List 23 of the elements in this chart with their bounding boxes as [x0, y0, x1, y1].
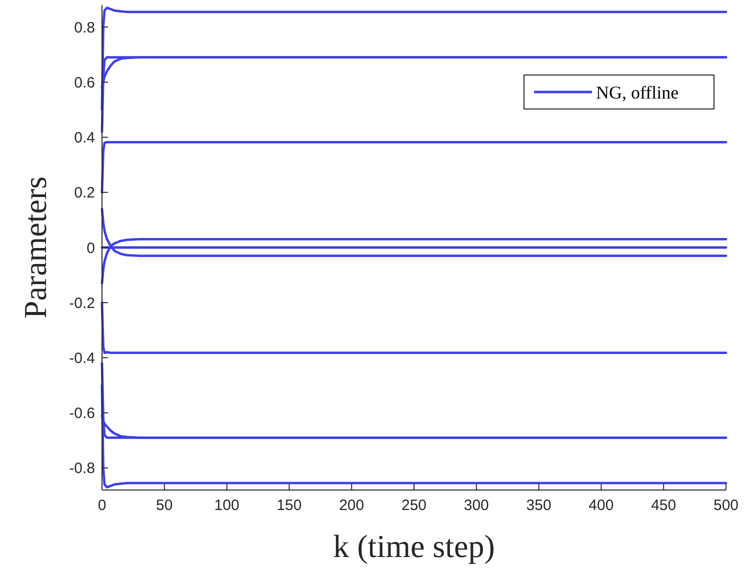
y-tick-label: -0.6: [69, 405, 95, 422]
x-tick-label: 500: [713, 497, 739, 514]
y-tick-label: 0.6: [74, 74, 95, 92]
x-tick-label: 250: [401, 497, 427, 514]
legend-label: NG, offline: [596, 82, 679, 102]
y-axis-title: Parameters: [17, 176, 53, 319]
y-tick-label: 0: [86, 240, 95, 257]
x-tick-label: 100: [214, 497, 240, 514]
x-tick-label: 400: [588, 497, 614, 514]
y-tick-label: 0.4: [74, 130, 95, 147]
x-tick-label: 450: [651, 497, 676, 514]
x-tick-label: 50: [156, 497, 173, 514]
y-tick-label: -0.4: [69, 350, 95, 367]
y-tick-label: -0.8: [69, 460, 95, 478]
x-tick-label: 350: [526, 497, 552, 514]
y-tick-label: 0.8: [74, 19, 95, 36]
x-tick-label: 200: [339, 497, 364, 514]
x-tick-label: 150: [276, 497, 302, 514]
y-tick-label: 0.2: [74, 184, 95, 202]
x-tick-label: 0: [98, 497, 106, 514]
x-tick-label: 300: [464, 497, 489, 514]
x-axis-title: k (time step): [333, 528, 495, 564]
y-tick-label: -0.2: [69, 294, 95, 312]
